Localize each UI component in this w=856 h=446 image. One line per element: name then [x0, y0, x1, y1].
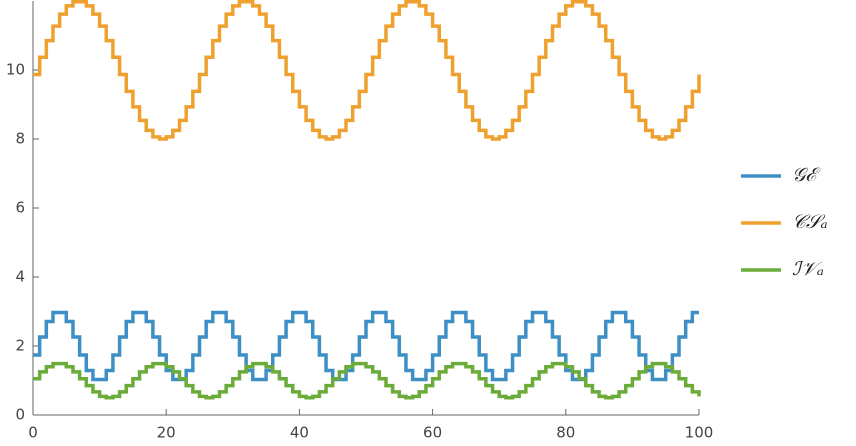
legend-label: 𝒞𝒮ₐ — [792, 211, 828, 233]
y-tick-label: 8 — [15, 130, 25, 148]
legend-label: 𝒢ℰ — [792, 164, 822, 186]
step-line — [33, 361, 701, 400]
x-tick-label: 60 — [423, 424, 442, 442]
x-tick-label: 40 — [290, 424, 309, 442]
y-tick-label: 10 — [6, 61, 25, 79]
x-tick-label: 0 — [28, 424, 38, 442]
x-tick-label: 80 — [556, 424, 575, 442]
step-line — [33, 310, 699, 382]
y-tick-label: 0 — [15, 406, 25, 424]
x-tick-label: 20 — [157, 424, 176, 442]
x-tick-label: 100 — [685, 424, 714, 442]
step-line — [33, 0, 701, 141]
legend-label: ℐ𝒱ₐ — [792, 258, 824, 280]
y-tick-label: 2 — [15, 337, 25, 355]
y-tick-label: 4 — [15, 268, 25, 286]
y-tick-label: 6 — [15, 199, 25, 217]
